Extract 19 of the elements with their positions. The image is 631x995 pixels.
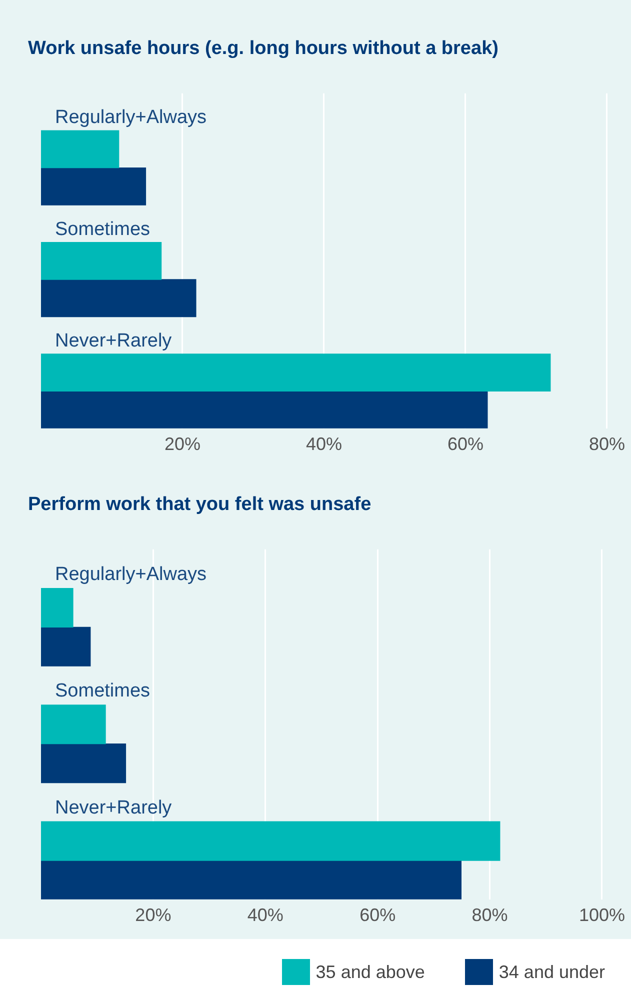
x-tick-label: 80% <box>472 905 508 926</box>
y-tick-label: Never+Rarely <box>55 797 172 818</box>
legend-label: 35 and above <box>314 960 425 984</box>
x-tick-label: 20% <box>135 905 172 926</box>
y-tick-label: Never+Rarely <box>55 330 172 352</box>
x-tick-label: 60% <box>447 434 484 454</box>
chart-title: Work unsafe hours (e.g. long hours without a break) <box>27 37 500 61</box>
y-tick-label: Regularly+Always <box>55 107 207 128</box>
x-tick-label: 60% <box>360 905 396 926</box>
x-tick-label: 20% <box>164 434 201 454</box>
chart-title: Perform work that you felt was unsafe <box>27 493 372 517</box>
x-tick-label: 100% <box>578 905 626 926</box>
y-tick-label: Regularly+Always <box>55 564 207 586</box>
y-tick-label: Sometimes <box>55 218 150 240</box>
legend-label: 34 and under <box>498 960 605 984</box>
x-tick-label: 80% <box>588 434 625 454</box>
x-tick-label: 40% <box>247 905 284 926</box>
x-tick-label: 40% <box>306 434 342 454</box>
y-tick-label: Sometimes <box>55 680 150 702</box>
